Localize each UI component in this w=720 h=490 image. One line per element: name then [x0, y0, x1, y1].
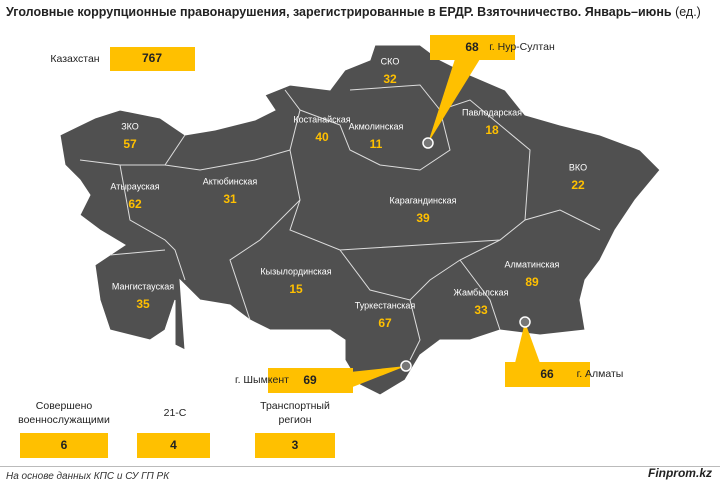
region-value: 15 [289, 282, 303, 296]
city-box [268, 368, 353, 393]
region-name: Актюбинская [203, 176, 258, 186]
city-box [430, 35, 515, 60]
region-name: ЗКО [121, 121, 139, 131]
region-value: 40 [315, 130, 329, 144]
border [339, 239, 501, 301]
country-shape [59, 44, 661, 396]
city-box [505, 362, 590, 387]
region-name: Карагандинская [389, 195, 456, 205]
other-label: Транспортный регион [260, 400, 330, 426]
other-label-wrap: Транспортный регион [260, 400, 330, 426]
city-dot [519, 316, 531, 328]
region-value: 32 [383, 72, 397, 86]
border [439, 99, 531, 221]
region-name: Павлодарская [462, 107, 522, 117]
region-name: Атырауская [110, 181, 159, 191]
pointer [428, 59, 480, 143]
region-name: Кызылординская [260, 266, 331, 276]
region-name: ВКО [569, 162, 587, 172]
other-label: 21-С [163, 407, 187, 419]
title-text: Уголовные коррупционные правонарушения, … [6, 5, 672, 19]
region-name: Акмолинская [349, 121, 404, 131]
region-name: Мангистауская [112, 281, 174, 291]
region-value: 39 [416, 211, 430, 225]
city-name: г. Шымкент [235, 374, 289, 386]
city-dot [400, 360, 412, 372]
source: На основе данных КПС и СУ ГП РК [6, 471, 170, 482]
border [119, 164, 186, 281]
region-name: Жамбылская [454, 287, 509, 297]
other-box [137, 433, 210, 458]
city-value: 68 [465, 40, 479, 54]
region-value: 62 [128, 197, 142, 211]
other-label: Совершено военнослужащими [18, 400, 110, 426]
other-value: 6 [61, 438, 68, 452]
city-dot [422, 137, 434, 149]
region-value: 35 [136, 297, 150, 311]
other-value: 4 [170, 438, 177, 452]
region-name: СКО [381, 56, 400, 66]
region-name: Алматинская [505, 259, 560, 269]
border [79, 134, 186, 166]
border [459, 259, 501, 331]
city-value: 69 [303, 373, 317, 387]
pointer [515, 322, 540, 363]
separator [0, 466, 720, 467]
other-value: 3 [292, 438, 299, 452]
city-value: 66 [540, 367, 554, 381]
other-label-wrap: Совершено военнослужащими [18, 400, 110, 426]
region-name: Костанайская [293, 114, 350, 124]
region-value: 33 [474, 303, 488, 317]
total-value: 767 [142, 51, 162, 65]
total-label: Казахстан [50, 53, 99, 65]
city-name: г. Нур-Султан [489, 41, 555, 53]
region-value: 89 [525, 275, 539, 289]
region-value: 57 [123, 137, 137, 151]
border [299, 84, 451, 171]
title: Уголовные коррупционные правонарушения, … [6, 5, 701, 19]
brand: Finprom.kz [647, 466, 712, 480]
other-box [255, 433, 335, 458]
border [409, 299, 421, 361]
city-name: г. Алматы [577, 368, 624, 380]
border [109, 249, 166, 256]
border [289, 199, 601, 251]
region-value: 18 [485, 123, 499, 137]
other-label-wrap: 21-С [163, 407, 187, 419]
other-box [20, 433, 108, 458]
unit: (ед.) [675, 5, 701, 19]
region-value: 11 [370, 137, 383, 151]
region-value: 67 [378, 316, 392, 330]
pointer [350, 366, 406, 388]
region-borders [79, 84, 601, 361]
region-value: 31 [223, 192, 237, 206]
region-value: 22 [571, 178, 585, 192]
total-box [110, 47, 195, 71]
border [164, 149, 301, 321]
region-name: Туркестанская [355, 300, 416, 310]
